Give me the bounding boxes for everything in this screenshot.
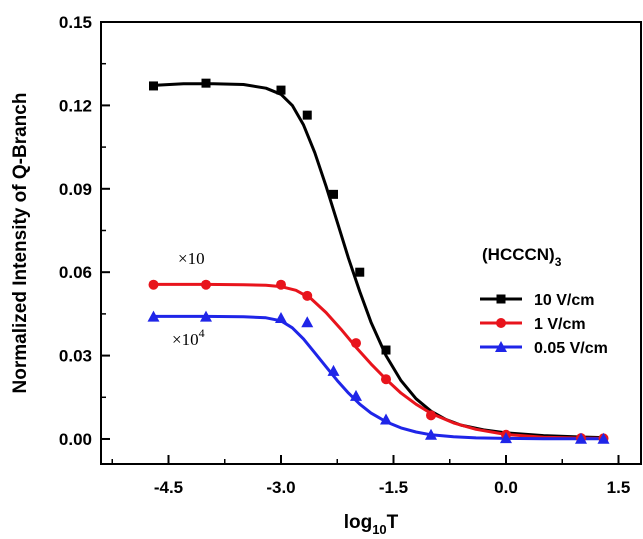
legend-marker-1 <box>496 318 506 328</box>
x-tick-label: -3.0 <box>266 478 295 497</box>
x-tick-label: 1.5 <box>607 478 631 497</box>
data-point-series-0 <box>355 267 365 277</box>
axis-tick-labels: -4.5 -3.0 -1.5 0.0 1.5 0.00 0.03 0.06 0.09 0.12 0.… <box>59 13 630 497</box>
legend-entries: 10 V/cm 1 V/cm 0.05 V/cm <box>480 292 608 357</box>
data-point-series-0 <box>149 81 158 91</box>
data-point-series-2 <box>301 316 314 328</box>
annotation-x10: ×10 <box>178 249 205 268</box>
series-line-1 <box>153 282 604 440</box>
axis-ticks <box>101 21 620 464</box>
data-point-series-1 <box>302 290 313 301</box>
legend-label-1: 1 V/cm <box>534 316 586 333</box>
y-tick-label: 0.03 <box>59 347 92 366</box>
y-tick-label: 0.12 <box>59 96 92 115</box>
x-tick-label: -1.5 <box>379 478 408 497</box>
x-axis-title: log10T <box>344 512 399 537</box>
data-point-series-1 <box>426 410 436 421</box>
x-axis-title-main: log <box>344 512 373 533</box>
data-point-series-2 <box>425 428 437 440</box>
x-axis-title-subscript: 10 <box>372 522 386 537</box>
data-point-series-1 <box>276 279 286 290</box>
data-point-series-2 <box>500 432 512 444</box>
series-markers <box>147 78 610 444</box>
y-axis-title: Normalized Intensity of Q-Branch <box>10 93 31 394</box>
series-line-2 <box>153 314 604 441</box>
annotation-x10-4: ×104 <box>172 326 205 349</box>
x-tick-label: 0.0 <box>494 478 518 497</box>
data-point-series-2 <box>327 364 340 376</box>
plot-area-border <box>100 21 642 465</box>
legend-label-2: 0.05 V/cm <box>534 340 608 357</box>
data-point-series-0 <box>381 345 391 355</box>
data-point-series-2 <box>597 432 610 444</box>
y-tick-label: 0.15 <box>59 13 92 32</box>
data-point-series-2 <box>200 310 212 322</box>
data-point-series-2 <box>147 310 160 322</box>
y-tick-label: 0.06 <box>59 263 92 282</box>
data-point-series-0 <box>201 78 211 88</box>
data-point-series-1 <box>148 279 159 290</box>
legend: (HCCCN)3 10 V/cm 1 V/cm 0.05 V/cm <box>480 245 608 357</box>
series-curves <box>153 82 604 441</box>
data-point-series-2 <box>380 413 392 425</box>
data-point-series-2 <box>575 432 587 444</box>
y-tick-label: 0.00 <box>59 430 92 449</box>
y-tick-label: 0.09 <box>59 180 92 199</box>
legend-label-0: 10 V/cm <box>534 292 594 309</box>
data-point-series-2 <box>350 389 362 401</box>
data-point-series-0 <box>276 85 286 95</box>
legend-marker-0 <box>496 294 506 304</box>
data-point-series-1 <box>351 338 361 349</box>
legend-marker-2 <box>495 341 507 352</box>
x-axis-title-suffix: T <box>387 512 399 533</box>
data-point-series-0 <box>302 110 312 120</box>
data-point-series-1 <box>381 374 391 385</box>
data-point-series-2 <box>275 312 287 324</box>
data-point-series-0 <box>329 189 338 199</box>
legend-title: (HCCCN)3 <box>482 245 562 269</box>
plot-frame <box>100 21 642 465</box>
data-point-series-1 <box>201 279 211 290</box>
x-tick-label: -4.5 <box>154 478 183 497</box>
